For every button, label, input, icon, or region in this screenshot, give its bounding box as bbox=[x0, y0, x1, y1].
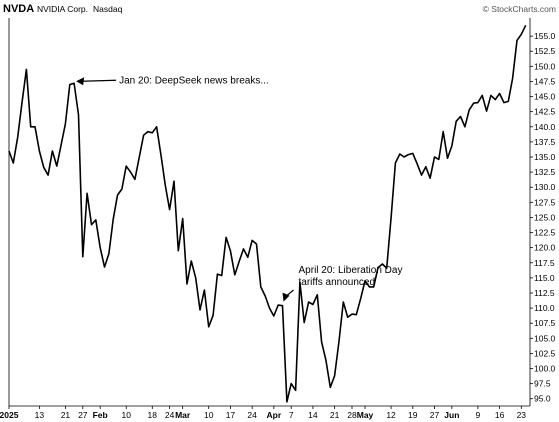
y-tick-label: 102.5 bbox=[534, 348, 556, 358]
y-tick-label: 132.5 bbox=[534, 167, 556, 177]
y-tick-label: 95.0 bbox=[534, 394, 551, 404]
y-tick-label: 135.0 bbox=[534, 152, 556, 162]
y-tick-label: 107.5 bbox=[534, 318, 556, 328]
y-tick-label: 130.0 bbox=[534, 182, 556, 192]
x-tick-label: 24 bbox=[247, 410, 257, 420]
y-tick-label: 147.5 bbox=[534, 76, 556, 86]
y-axis: 95.0 97.5 100.0 102.5 105.0 107.5 110.0 112.5 11… bbox=[530, 31, 556, 404]
x-tick-label: 24 bbox=[165, 410, 175, 420]
x-month-label: May bbox=[357, 410, 374, 420]
x-tick-label: 23 bbox=[517, 410, 527, 420]
annotations: Jan 20: DeepSeek news breaks... April 20:… bbox=[76, 75, 403, 302]
y-tick-label: 142.5 bbox=[534, 107, 556, 117]
annotation-arrow-deepseek bbox=[82, 79, 117, 82]
x-axis: 2025 13 21 27 Feb 10 18 24 Mar 10 17 24 Apr 7 14 21 28 Ma… bbox=[0, 406, 526, 420]
x-tick-label: 19 bbox=[408, 410, 418, 420]
annotation-line: tariffs announced bbox=[299, 277, 376, 288]
x-tick-label: 28 bbox=[347, 410, 357, 420]
x-month-label: 2025 bbox=[0, 410, 19, 420]
y-tick-label: 110.0 bbox=[534, 303, 555, 313]
y-tick-label: 97.5 bbox=[534, 379, 551, 389]
x-month-label: Feb bbox=[93, 410, 108, 420]
chart-exchange: Nasdaq bbox=[93, 4, 123, 14]
x-tick-label: 27 bbox=[78, 410, 88, 420]
y-tick-label: 140.0 bbox=[534, 122, 556, 132]
y-tick-label: 145.0 bbox=[534, 92, 556, 102]
y-tick-label: 117.5 bbox=[534, 258, 555, 268]
x-tick-label: 12 bbox=[386, 410, 396, 420]
x-tick-label: 21 bbox=[61, 410, 71, 420]
x-tick-label: 14 bbox=[308, 410, 318, 420]
x-tick-label: 10 bbox=[121, 410, 131, 420]
plot-frame bbox=[8, 18, 531, 407]
x-month-label: Jun bbox=[444, 410, 459, 420]
y-tick-label: 112.5 bbox=[534, 288, 555, 298]
y-tick-label: 155.0 bbox=[534, 31, 556, 41]
y-tick-label: 115.0 bbox=[534, 273, 555, 283]
x-tick-label: 21 bbox=[330, 410, 340, 420]
annotation-text-deepseek: Jan 20: DeepSeek news breaks... bbox=[119, 75, 269, 86]
y-tick-label: 122.5 bbox=[534, 228, 556, 238]
x-tick-label: 7 bbox=[289, 410, 294, 420]
price-series bbox=[8, 24, 527, 403]
price-line bbox=[8, 24, 527, 403]
x-tick-label: 17 bbox=[226, 410, 236, 420]
y-tick-label: 120.0 bbox=[534, 243, 556, 253]
x-tick-label: 16 bbox=[495, 410, 505, 420]
chart-company-name: NVIDIA Corp. bbox=[37, 4, 88, 14]
annotation-arrowhead-liberation-day bbox=[282, 292, 290, 302]
y-tick-label: 150.0 bbox=[534, 61, 556, 71]
y-tick-label: 137.5 bbox=[534, 137, 556, 147]
x-tick-label: 13 bbox=[35, 410, 45, 420]
x-month-label: Mar bbox=[175, 410, 191, 420]
y-tick-label: 100.0 bbox=[534, 364, 556, 374]
chart-ticker: NVDA bbox=[3, 3, 34, 15]
x-tick-label: 9 bbox=[476, 410, 481, 420]
annotation-arrowhead-deepseek bbox=[76, 77, 85, 86]
chart-watermark: © StockCharts.com bbox=[483, 4, 556, 14]
y-tick-label: 127.5 bbox=[534, 197, 556, 207]
annotation-line: April 20: Liberation Day bbox=[299, 265, 403, 276]
x-tick-label: 10 bbox=[204, 410, 214, 420]
x-month-label: Apr bbox=[267, 410, 282, 420]
x-tick-label: 27 bbox=[430, 410, 440, 420]
x-tick-label: 18 bbox=[148, 410, 158, 420]
y-tick-label: 105.0 bbox=[534, 333, 556, 343]
annotation-text-liberation-day: April 20: Liberation Day tariffs announce… bbox=[299, 265, 403, 288]
y-tick-label: 125.0 bbox=[534, 212, 556, 222]
y-tick-label: 152.5 bbox=[534, 46, 556, 56]
